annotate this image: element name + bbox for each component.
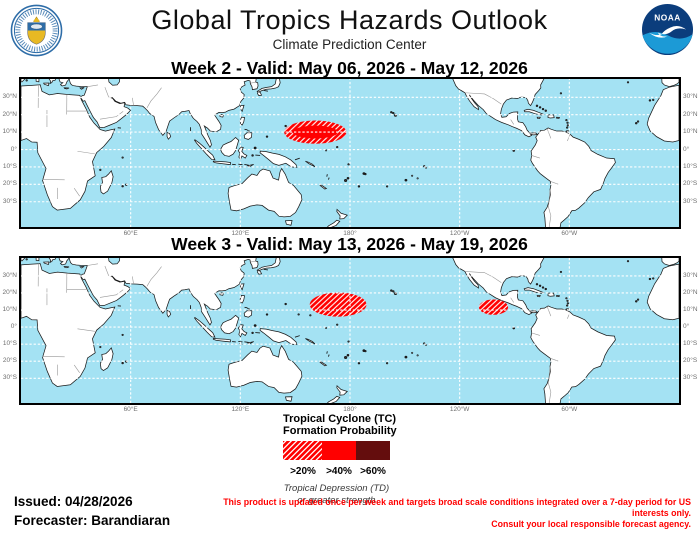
week2-heading: Week 2 - Valid: May 06, 2026 - May 12, 2…: [171, 58, 528, 78]
lat-tick-label-left: 10°N: [2, 128, 17, 136]
page-title: Global Tropics Hazards Outlook: [151, 5, 548, 35]
lon-tick-label: 180°: [343, 230, 357, 237]
lon-tick-label: 60°W: [561, 230, 578, 237]
legend-title-line1: Tropical Cyclone (TC): [283, 413, 397, 425]
lat-tick-label-right: 20°N: [683, 288, 698, 296]
department-of-commerce-seal-icon: [10, 4, 63, 57]
legend-color-bar: [283, 441, 390, 460]
lon-tick-label: 120°E: [231, 230, 250, 237]
lat-tick-label-right: 10°N: [683, 128, 698, 136]
lat-tick-label-left: 30°S: [2, 197, 17, 205]
disclaimer-line1: This product is updated once per week an…: [223, 497, 691, 518]
issued-date: Issued: 04/28/2026: [14, 494, 133, 509]
legend-label-gt20: >20%: [290, 466, 316, 477]
lat-tick-label-left: 20°S: [2, 357, 17, 365]
lat-tick-label-left: 10°N: [2, 306, 17, 314]
lat-tick-label-right: 10°S: [683, 340, 698, 348]
disclaimer-line2: Consult your local responsible forecast …: [491, 519, 691, 529]
lat-tick-label-left: 0°: [10, 145, 17, 153]
legend-note-line2: or greater strength: [297, 494, 376, 506]
lat-tick-label-right: 30°S: [683, 374, 698, 382]
lat-tick-label-right: 20°S: [683, 180, 698, 188]
week3-map: [19, 256, 681, 405]
legend-label-gt40: >40%: [326, 466, 352, 477]
lat-tick-label-right: 10°N: [683, 306, 698, 314]
lat-tick-label-left: 30°S: [2, 374, 17, 382]
lon-tick-label: 60°E: [123, 406, 138, 413]
lon-tick-label: 180°: [343, 406, 357, 413]
week2-world-map: [21, 79, 679, 227]
lat-tick-label-left: 30°N: [2, 93, 17, 101]
lat-tick-label-left: 10°S: [2, 162, 17, 170]
lat-tick-label-right: 10°S: [683, 162, 698, 170]
page-subtitle: Climate Prediction Center: [272, 37, 427, 52]
week3-heading: Week 3 - Valid: May 13, 2026 - May 19, 2…: [171, 234, 528, 254]
lon-tick-label: 60°E: [123, 230, 138, 237]
disclaimer: This product is updated once per week an…: [203, 497, 691, 530]
lat-tick-label-right: 0°: [683, 323, 690, 331]
legend-note-line1: Tropical Depression (TD): [283, 483, 390, 494]
legend-swatch-gt60: [356, 441, 390, 460]
legend-swatch-gt20: [283, 441, 322, 460]
tc-formation-area-20pct: [309, 292, 367, 317]
lat-tick-label-left: 20°S: [2, 180, 17, 188]
lat-tick-label-right: 0°: [683, 145, 690, 153]
lon-tick-label: 120°E: [231, 406, 250, 413]
legend-label-gt60: >60%: [360, 466, 386, 477]
legend-swatch-gt40: [322, 441, 356, 460]
lat-tick-label-right: 20°S: [683, 357, 698, 365]
legend-title-line2: Formation Probability: [283, 425, 397, 437]
noaa-logo-text: NOAA: [654, 13, 680, 23]
lon-tick-label: 120°W: [449, 406, 470, 413]
legend-class-labels: >20% >40% >60%: [283, 466, 390, 478]
week3-hazard-layer: [309, 292, 509, 317]
tc-formation-area-20pct: [478, 299, 509, 315]
lat-tick-label-left: 20°N: [2, 110, 17, 118]
lat-tick-label-right: 30°N: [683, 271, 698, 279]
lon-tick-label: 60°W: [561, 406, 578, 413]
legend: Tropical Cyclone (TC) Formation Probabil…: [283, 413, 397, 506]
lat-tick-label-left: 0°: [10, 323, 17, 331]
week3-world-map: [21, 258, 679, 403]
lat-tick-label-right: 30°N: [683, 93, 698, 101]
lat-tick-label-right: 20°N: [683, 110, 698, 118]
lat-tick-label-left: 30°N: [2, 271, 17, 279]
lon-tick-label: 120°W: [449, 230, 470, 237]
week2-map: [19, 77, 681, 229]
noaa-logo-icon: NOAA: [641, 3, 694, 56]
forecaster-name: Forecaster: Barandiaran: [14, 513, 171, 528]
lat-tick-label-left: 20°N: [2, 288, 17, 296]
lat-tick-label-left: 10°S: [2, 340, 17, 348]
lat-tick-label-right: 30°S: [683, 197, 698, 205]
